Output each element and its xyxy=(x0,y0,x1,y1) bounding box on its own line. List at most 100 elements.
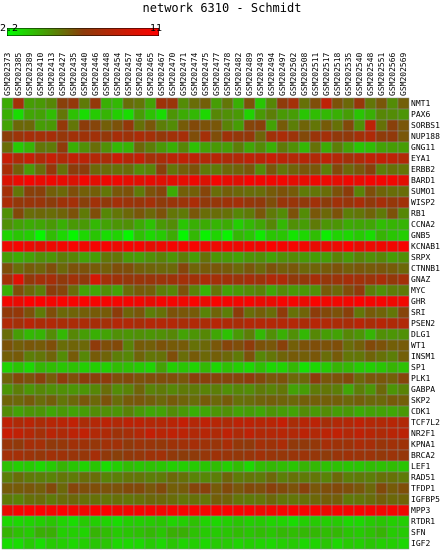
heatmap-cell xyxy=(23,218,36,231)
heatmap-cell xyxy=(155,273,168,286)
heatmap-cell xyxy=(100,207,113,220)
heatmap-cell xyxy=(1,207,14,220)
heatmap-cell xyxy=(320,471,333,484)
heatmap-cell xyxy=(397,350,410,363)
heatmap-cell xyxy=(221,317,234,330)
heatmap-cell xyxy=(309,295,322,308)
heatmap-cell xyxy=(265,372,278,385)
heatmap-cell xyxy=(254,141,267,154)
heatmap-cell xyxy=(265,460,278,473)
heatmap-cell xyxy=(386,251,399,264)
heatmap-cell xyxy=(1,383,14,396)
heatmap-cell xyxy=(243,240,256,253)
heatmap-cell xyxy=(45,251,58,264)
heatmap-cell xyxy=(353,438,366,451)
heatmap-cell xyxy=(23,295,36,308)
heatmap-cell xyxy=(100,405,113,418)
heatmap-cell xyxy=(232,427,245,440)
heatmap-cell xyxy=(309,284,322,297)
heatmap-cell xyxy=(309,526,322,539)
heatmap-cell xyxy=(221,361,234,374)
heatmap-cell xyxy=(386,460,399,473)
heatmap-cell xyxy=(364,394,377,407)
heatmap-cell xyxy=(298,482,311,495)
heatmap-cell xyxy=(67,196,80,209)
heatmap-cell xyxy=(232,185,245,198)
heatmap-cell xyxy=(353,163,366,176)
heatmap-cell xyxy=(89,339,102,352)
heatmap-cell xyxy=(155,504,168,517)
heatmap-cell xyxy=(210,449,223,462)
heatmap-cell xyxy=(386,317,399,330)
heatmap-cell xyxy=(375,394,388,407)
heatmap-cell xyxy=(320,196,333,209)
heatmap-cell xyxy=(342,251,355,264)
heatmap-cell xyxy=(188,504,201,517)
heatmap-cell xyxy=(331,449,344,462)
heatmap-cell xyxy=(100,438,113,451)
heatmap-cell xyxy=(287,273,300,286)
heatmap-cell xyxy=(210,438,223,451)
heatmap-cell xyxy=(353,460,366,473)
heatmap-cell xyxy=(298,174,311,187)
heatmap-cell xyxy=(188,537,201,550)
heatmap-cell xyxy=(221,251,234,264)
row-label: GHR xyxy=(411,297,426,306)
heatmap-cell xyxy=(287,482,300,495)
heatmap-cell xyxy=(177,207,190,220)
heatmap-cell xyxy=(144,394,157,407)
heatmap-cell xyxy=(144,306,157,319)
heatmap-cell xyxy=(210,405,223,418)
heatmap-cell xyxy=(45,240,58,253)
heatmap-cell xyxy=(221,163,234,176)
heatmap-cell xyxy=(287,284,300,297)
heatmap-cell xyxy=(144,504,157,517)
heatmap-cell xyxy=(342,449,355,462)
heatmap-cell xyxy=(210,317,223,330)
heatmap-cell xyxy=(375,196,388,209)
heatmap-cell xyxy=(89,163,102,176)
heatmap-cell xyxy=(331,405,344,418)
heatmap-cell xyxy=(375,405,388,418)
heatmap-cell xyxy=(375,295,388,308)
heatmap-cell xyxy=(78,273,91,286)
heatmap-cell xyxy=(133,361,146,374)
heatmap-cell xyxy=(265,317,278,330)
heatmap-cell xyxy=(89,130,102,143)
heatmap-cell xyxy=(276,130,289,143)
row-label: SUMO1 xyxy=(411,187,435,196)
heatmap-cell xyxy=(210,482,223,495)
heatmap-cell xyxy=(166,295,179,308)
heatmap-cell xyxy=(298,97,311,110)
heatmap-cell xyxy=(309,405,322,418)
heatmap-cell xyxy=(375,97,388,110)
heatmap-cell xyxy=(56,262,69,275)
heatmap-cell xyxy=(287,251,300,264)
heatmap-cell xyxy=(12,119,25,132)
heatmap-cell xyxy=(166,240,179,253)
heatmap-cell xyxy=(309,185,322,198)
heatmap-cell xyxy=(100,493,113,506)
heatmap-cell xyxy=(309,515,322,528)
heatmap-cell xyxy=(155,152,168,165)
heatmap-cell xyxy=(221,328,234,341)
heatmap-cell xyxy=(111,372,124,385)
heatmap-cell xyxy=(1,339,14,352)
heatmap-cell xyxy=(100,372,113,385)
heatmap-cell xyxy=(188,493,201,506)
row-label: EYA1 xyxy=(411,154,430,163)
heatmap-cell xyxy=(12,328,25,341)
heatmap-cell xyxy=(243,229,256,242)
row-label: LEF1 xyxy=(411,462,430,471)
heatmap-cell xyxy=(45,460,58,473)
heatmap-cell xyxy=(45,438,58,451)
heatmap-cell xyxy=(67,141,80,154)
heatmap-cell xyxy=(133,328,146,341)
heatmap-cell xyxy=(155,174,168,187)
heatmap-cell xyxy=(45,284,58,297)
heatmap-cell xyxy=(89,119,102,132)
heatmap-cell xyxy=(397,537,410,550)
heatmap-cell xyxy=(100,284,113,297)
heatmap-cell xyxy=(78,438,91,451)
